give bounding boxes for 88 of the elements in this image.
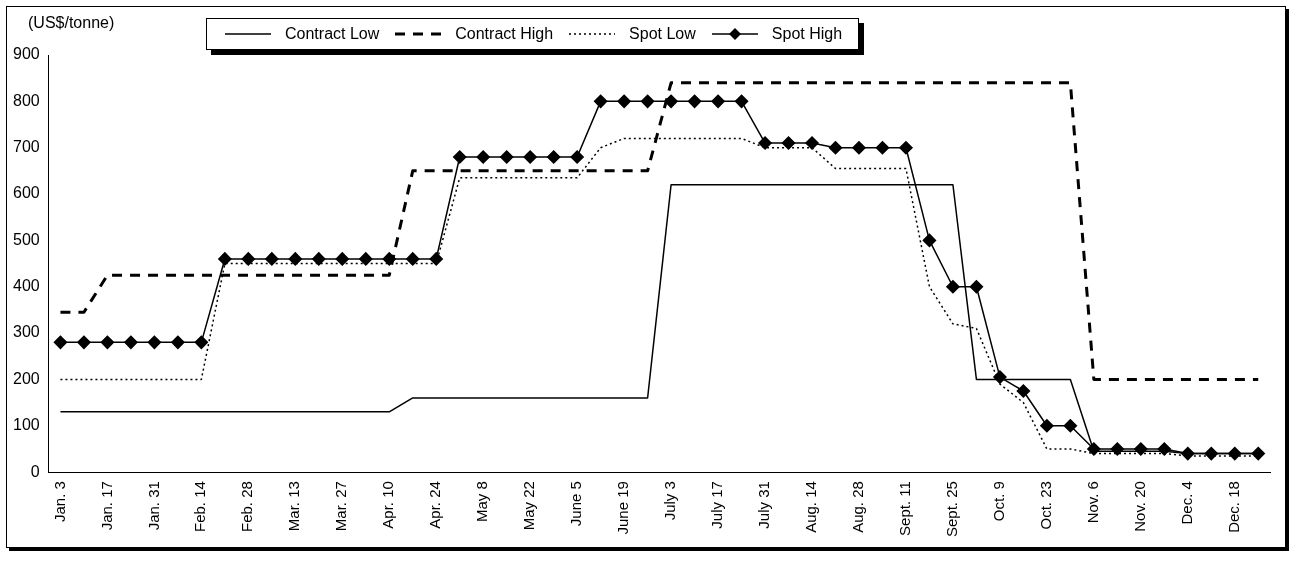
- point: [969, 279, 984, 294]
- point: [499, 150, 514, 164]
- point: [899, 140, 913, 155]
- point: [77, 335, 91, 350]
- y-tick-label: 800: [12, 91, 40, 109]
- legend-label: Contract High: [455, 25, 554, 43]
- x-tick-label: Nov. 6: [1083, 481, 1101, 524]
- x-tick-label: Mar. 27: [332, 481, 350, 532]
- x-tick-label: May 22: [520, 481, 538, 531]
- point: [241, 252, 256, 266]
- point: [288, 252, 303, 266]
- x-tick-label: July 3: [661, 481, 679, 521]
- point: [687, 94, 702, 109]
- x-tick-label: May 8: [473, 481, 491, 522]
- point: [171, 335, 185, 350]
- point: [828, 140, 843, 155]
- point: [1251, 446, 1266, 461]
- x-tick-label: July 17: [708, 481, 726, 529]
- point: [758, 136, 772, 150]
- y-tick-label: 0: [30, 462, 40, 480]
- point: [218, 252, 232, 266]
- point: [1110, 442, 1125, 456]
- y-tick-label: 900: [12, 45, 40, 63]
- y-tick-label: 700: [12, 138, 40, 156]
- point: [852, 140, 866, 155]
- point: [711, 94, 725, 109]
- x-tick-label: Jan. 17: [97, 481, 115, 531]
- y-tick-label: 100: [12, 416, 40, 434]
- legend-label: Contract Low: [285, 25, 380, 43]
- point: [640, 94, 655, 109]
- point: [1016, 384, 1031, 398]
- point: [100, 335, 115, 350]
- point: [617, 94, 631, 109]
- point: [946, 279, 960, 294]
- x-tick-label: Nov. 20: [1130, 481, 1148, 532]
- point: [124, 335, 138, 350]
- point: [1134, 442, 1148, 456]
- point: [593, 94, 608, 109]
- x-tick-label: June 5: [567, 481, 585, 527]
- y-tick-label: 300: [12, 323, 40, 341]
- x-tick-label: Aug. 28: [849, 481, 867, 533]
- point: [53, 335, 68, 350]
- point: [922, 233, 937, 248]
- point: [781, 136, 796, 150]
- point: [452, 150, 467, 164]
- x-tick-label: Oct. 9: [990, 481, 1008, 522]
- x-tick-label: July 31: [755, 481, 773, 529]
- point: [546, 150, 561, 164]
- y-tick-label: 200: [12, 369, 40, 387]
- x-tick-label: Jan. 31: [144, 481, 162, 531]
- y-tick-label: 500: [12, 230, 40, 248]
- x-tick-label: Feb. 14: [191, 481, 209, 532]
- point: [147, 335, 162, 350]
- point: [429, 252, 443, 266]
- legend-label: Spot Low: [629, 25, 696, 43]
- point: [1157, 442, 1172, 456]
- point: [1040, 419, 1054, 433]
- x-tick-label: Aug. 14: [802, 481, 820, 533]
- point: [476, 150, 490, 164]
- x-tick-label: Sept. 25: [943, 481, 961, 538]
- x-tick-label: Jan. 3: [50, 481, 68, 522]
- point: [805, 136, 819, 150]
- y-tick-label: 600: [12, 184, 40, 202]
- point: [664, 94, 678, 109]
- x-tick-label: Apr. 24: [426, 481, 444, 529]
- x-tick-label: Dec. 18: [1224, 481, 1242, 533]
- point: [523, 150, 537, 164]
- point: [1063, 419, 1078, 433]
- x-tick-label: Feb. 28: [238, 481, 256, 532]
- point: [405, 252, 420, 266]
- x-tick-label: Mar. 13: [285, 481, 303, 532]
- x-tick-label: Oct. 23: [1037, 481, 1055, 530]
- point: [335, 252, 350, 266]
- x-tick-label: June 19: [614, 481, 632, 535]
- x-tick-label: Apr. 10: [379, 481, 397, 529]
- y-tick-label: 400: [12, 277, 40, 295]
- point: [194, 335, 209, 350]
- y-axis-title: (US$/tonne): [28, 14, 115, 32]
- point: [734, 94, 749, 109]
- x-tick-label: Sept. 11: [896, 481, 914, 536]
- point: [875, 140, 890, 155]
- point: [993, 370, 1007, 384]
- legend-label: Spot High: [771, 25, 843, 43]
- point: [265, 252, 279, 266]
- point: [359, 252, 373, 266]
- point: [312, 252, 326, 266]
- point: [570, 150, 584, 164]
- x-tick-label: Dec. 4: [1177, 481, 1195, 525]
